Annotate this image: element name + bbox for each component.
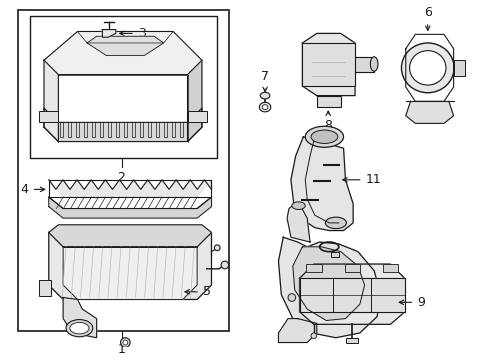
Polygon shape bbox=[405, 102, 453, 123]
Ellipse shape bbox=[70, 323, 89, 334]
Bar bbox=[49, 180, 211, 197]
Bar bbox=[453, 60, 464, 76]
Polygon shape bbox=[187, 60, 202, 141]
Bar bbox=[305, 264, 321, 272]
Polygon shape bbox=[44, 31, 202, 75]
Text: 2: 2 bbox=[117, 171, 125, 184]
Ellipse shape bbox=[305, 126, 343, 147]
Ellipse shape bbox=[66, 320, 93, 337]
Polygon shape bbox=[44, 108, 202, 141]
Ellipse shape bbox=[325, 217, 346, 229]
Bar bbox=[39, 280, 51, 296]
Polygon shape bbox=[63, 297, 97, 338]
Circle shape bbox=[221, 261, 228, 269]
Ellipse shape bbox=[401, 43, 453, 93]
Polygon shape bbox=[49, 225, 211, 247]
Polygon shape bbox=[102, 30, 116, 37]
Text: 7: 7 bbox=[261, 70, 268, 83]
Text: 1: 1 bbox=[117, 343, 125, 356]
Bar bbox=[382, 264, 397, 272]
Polygon shape bbox=[302, 43, 354, 86]
Circle shape bbox=[287, 294, 295, 301]
Text: 6: 6 bbox=[423, 6, 431, 19]
Text: 8: 8 bbox=[324, 118, 331, 131]
Text: 3: 3 bbox=[138, 27, 145, 40]
Circle shape bbox=[121, 338, 130, 347]
Circle shape bbox=[310, 333, 316, 339]
Text: 11: 11 bbox=[365, 173, 381, 186]
Ellipse shape bbox=[310, 130, 337, 143]
Ellipse shape bbox=[259, 102, 270, 112]
Polygon shape bbox=[278, 237, 380, 338]
Ellipse shape bbox=[260, 92, 269, 99]
Polygon shape bbox=[278, 319, 316, 342]
Bar bbox=[344, 264, 359, 272]
Polygon shape bbox=[49, 233, 211, 300]
Polygon shape bbox=[286, 204, 309, 242]
Polygon shape bbox=[87, 36, 163, 55]
Ellipse shape bbox=[369, 57, 377, 71]
Text: 4: 4 bbox=[21, 183, 29, 196]
Polygon shape bbox=[302, 33, 354, 96]
Bar bbox=[30, 16, 217, 158]
Polygon shape bbox=[63, 247, 197, 300]
Polygon shape bbox=[292, 247, 364, 320]
Polygon shape bbox=[290, 137, 352, 230]
Polygon shape bbox=[49, 197, 211, 218]
Bar bbox=[346, 338, 357, 343]
Ellipse shape bbox=[409, 51, 445, 85]
Polygon shape bbox=[44, 60, 58, 141]
Bar bbox=[18, 10, 228, 331]
Bar bbox=[316, 96, 340, 107]
Bar bbox=[39, 111, 58, 122]
Circle shape bbox=[214, 245, 220, 251]
Polygon shape bbox=[354, 57, 373, 72]
Text: 10: 10 bbox=[386, 302, 402, 315]
Polygon shape bbox=[299, 264, 404, 324]
Bar bbox=[330, 252, 338, 257]
Text: 9: 9 bbox=[416, 296, 424, 309]
Bar bbox=[187, 111, 206, 122]
Ellipse shape bbox=[291, 202, 305, 210]
Polygon shape bbox=[49, 180, 211, 197]
Text: 5: 5 bbox=[203, 285, 210, 298]
Ellipse shape bbox=[262, 105, 267, 109]
Polygon shape bbox=[299, 278, 404, 312]
Circle shape bbox=[122, 340, 127, 345]
